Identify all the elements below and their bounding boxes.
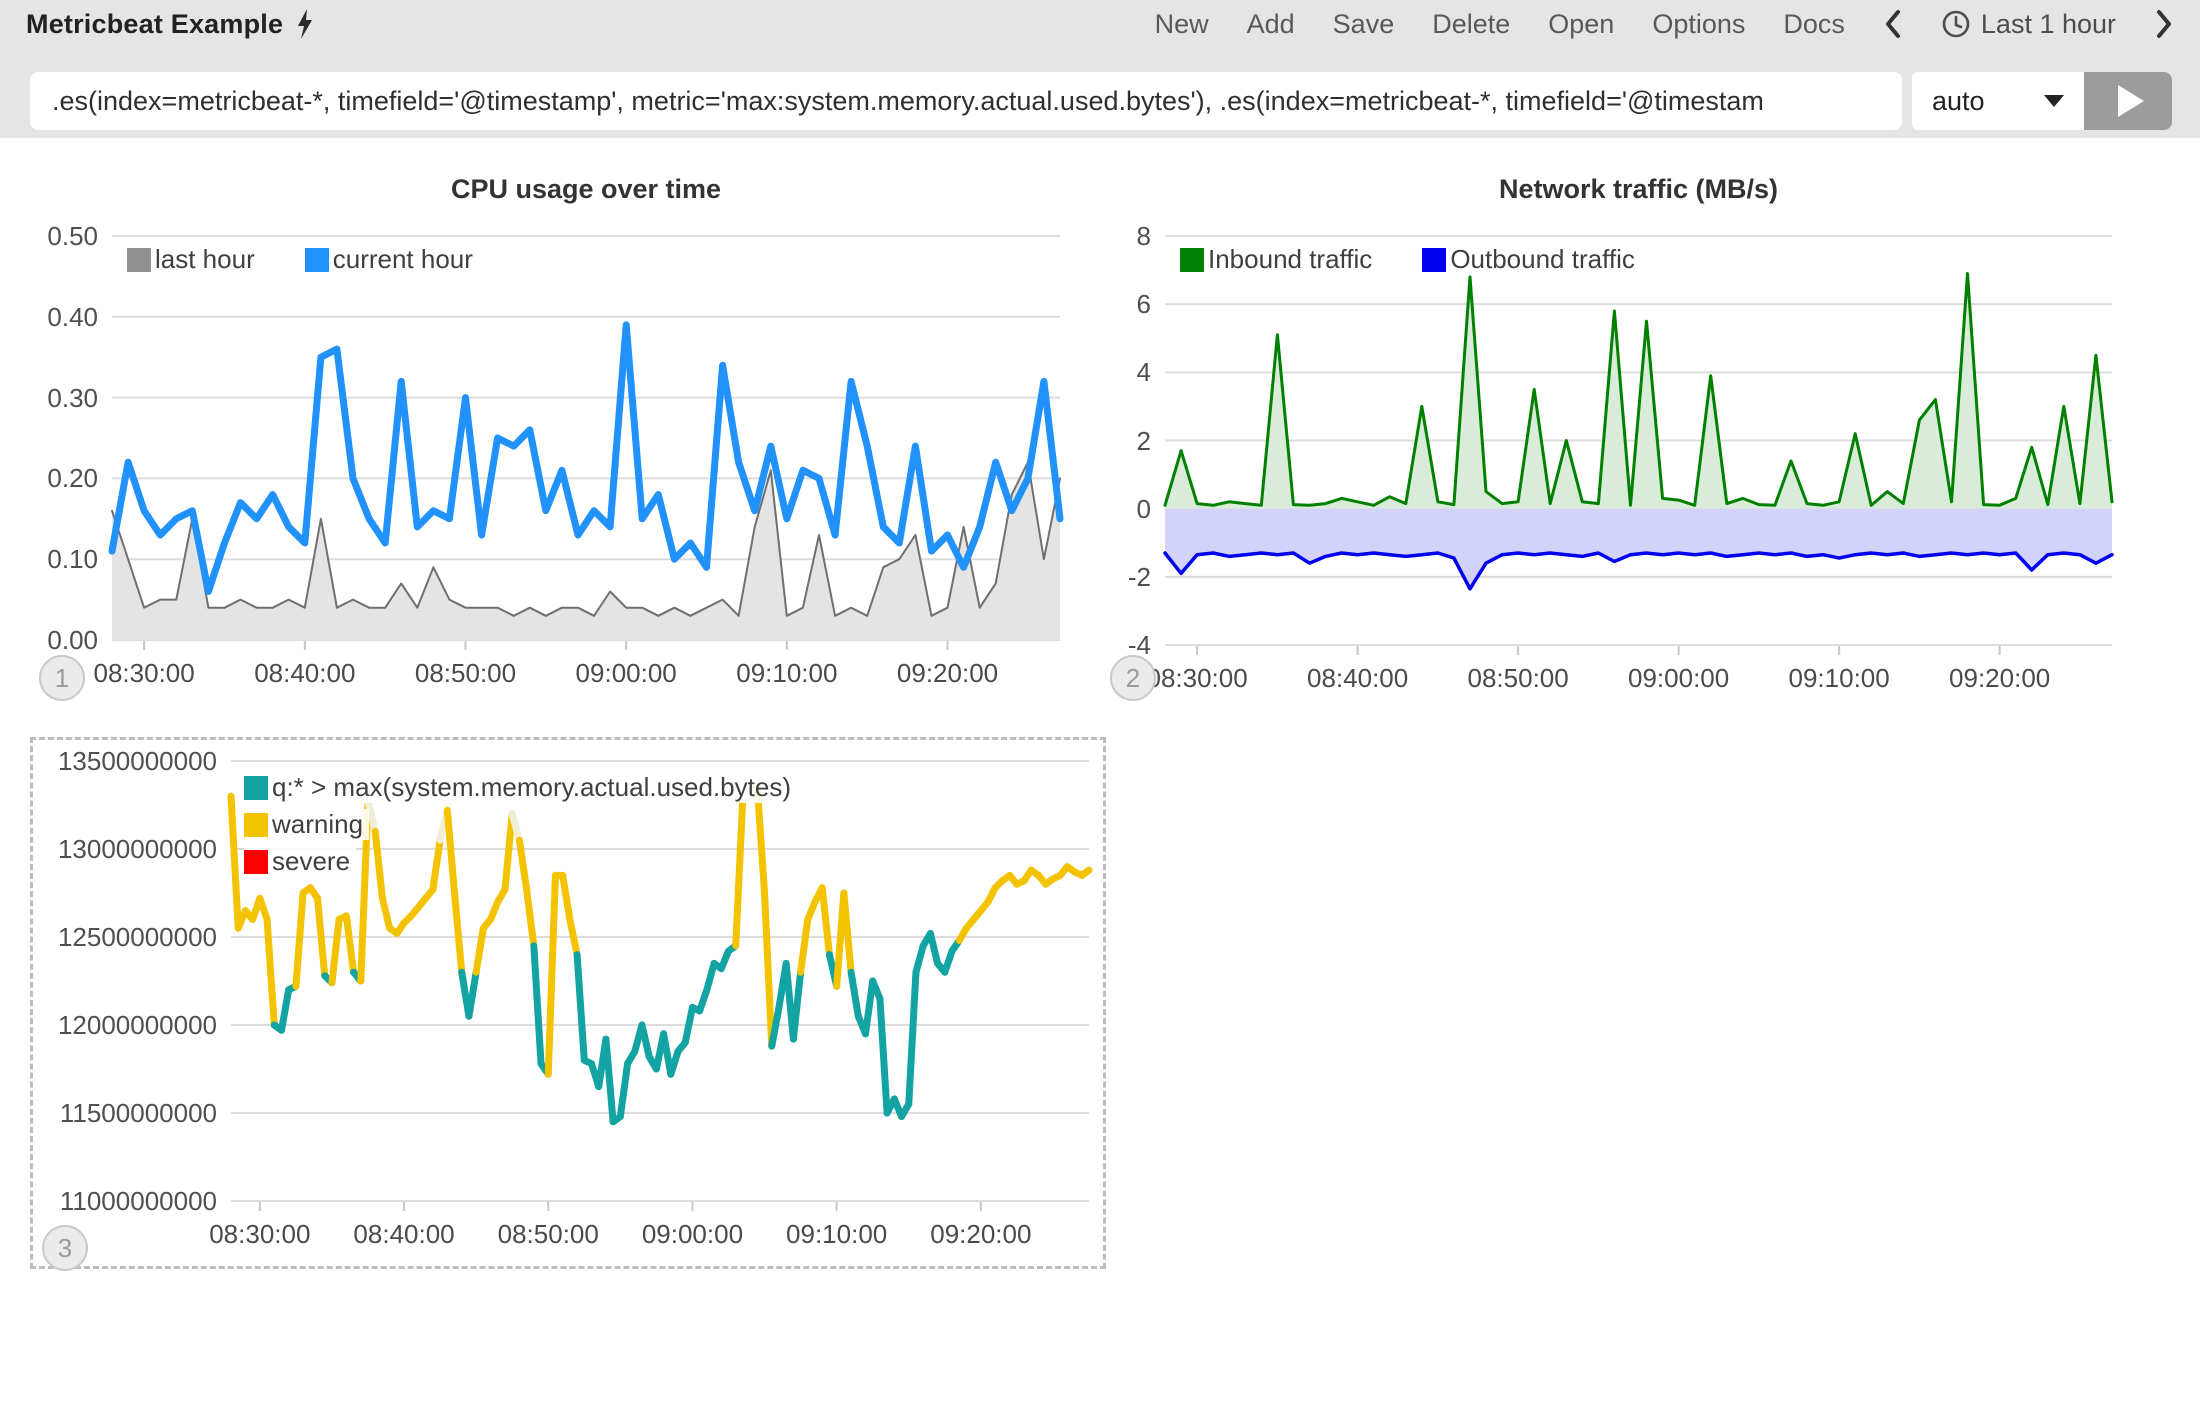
legend-item: severe	[244, 846, 357, 877]
chart-title: CPU usage over time	[450, 174, 722, 204]
legend-label: warning	[272, 809, 364, 839]
y-axis-label: 0.00	[47, 625, 98, 655]
y-axis-label: 13000000000	[57, 834, 217, 864]
chevron-right-icon	[2154, 8, 2174, 40]
legend-item: warning	[244, 809, 370, 840]
cpu-usage-chart[interactable]: 0.50 0.40 0.30 0.20 0.10 0.00 08:30:00 08:40:00…	[30, 148, 1082, 712]
x-axis-label: 08:30:00	[1146, 663, 1248, 693]
legend-label: last hour	[155, 244, 255, 274]
time-prev-button[interactable]	[1883, 8, 1903, 40]
legend-swatch	[1180, 247, 1204, 272]
y-axis-label: 0	[1136, 493, 1151, 524]
legend-label: Inbound traffic	[1208, 244, 1373, 274]
chart-plot	[1163, 235, 2114, 655]
x-axis-label: 09:10:00	[1788, 663, 1890, 693]
menu-item-delete[interactable]: Delete	[1432, 8, 1511, 39]
legend-swatch	[244, 775, 268, 800]
x-axis-label: 09:20:00	[930, 1219, 1032, 1249]
x-axis-label: 08:40:00	[1307, 663, 1409, 693]
x-axis-label: 09:10:00	[736, 658, 838, 688]
x-axis-label: 09:00:00	[575, 658, 677, 688]
clock-icon	[1941, 9, 1971, 39]
x-axis-label: 08:30:00	[93, 658, 195, 688]
legend-swatch	[127, 247, 151, 272]
chart-legend: last hour current hour	[127, 244, 479, 275]
x-axis-label: 09:00:00	[641, 1219, 744, 1249]
y-axis-label: 12000000000	[57, 1010, 217, 1040]
legend-swatch	[304, 247, 329, 272]
legend-swatch	[244, 849, 268, 874]
legend-item: q:* > max(system.memory.actual.used.byte…	[244, 772, 797, 803]
chart-legend: q:* > max(system.memory.actual.used.byte…	[244, 772, 797, 883]
y-axis-label: -2	[1127, 561, 1151, 592]
x-axis-label: 09:20:00	[1949, 663, 2051, 693]
chart-number-badge: 1	[39, 655, 85, 701]
x-axis-label: 09:10:00	[786, 1219, 888, 1249]
query-bar: auto	[30, 72, 2172, 130]
legend-label: current hour	[332, 244, 473, 274]
y-axis-label: 0.40	[47, 301, 98, 332]
chart-plot	[108, 235, 1064, 650]
y-axis-label: 13500000000	[57, 746, 217, 776]
legend-swatch	[244, 812, 268, 837]
y-axis-label: 8	[1136, 221, 1151, 251]
toolbar-menu: New Add Save Delete Open Options Docs La…	[1155, 8, 2174, 40]
menu-item-new[interactable]: New	[1154, 8, 1209, 39]
y-axis-label: 4	[1136, 357, 1151, 388]
y-axis-label: 11500000000	[59, 1098, 217, 1128]
x-axis-label: 08:50:00	[414, 658, 517, 688]
x-axis-label: 08:40:00	[353, 1219, 455, 1249]
y-axis-label: 0.30	[47, 382, 98, 413]
chart-legend: Inbound traffic Outbound traffic	[1180, 244, 1641, 275]
x-axis-label: 08:50:00	[497, 1219, 599, 1249]
chart-title: Network traffic (MB/s)	[1498, 174, 1779, 204]
x-axis-label: 08:50:00	[1467, 663, 1569, 693]
chart-number-badge: 2	[1110, 655, 1156, 701]
caret-down-icon	[2044, 95, 2064, 107]
menu-item-add[interactable]: Add	[1246, 8, 1295, 39]
timelion-expression-input[interactable]	[30, 72, 1902, 130]
y-axis-label: 0.20	[47, 463, 98, 494]
y-axis-label: 0.50	[47, 221, 98, 251]
legend-label: severe	[272, 846, 351, 876]
dashboard-title: Metricbeat Example	[26, 8, 284, 39]
legend-label: Outbound traffic	[1450, 244, 1635, 274]
network-traffic-chart[interactable]: 8 6 4 2 0 -2 -4 08:30:00 08:40:00 08:50:00 09:00:0…	[1100, 148, 2172, 712]
y-axis-label: 2	[1136, 425, 1151, 456]
chevron-left-icon	[1883, 8, 1903, 40]
memory-usage-chart[interactable]: 13500000000 13000000000 12500000000 1200000…	[30, 737, 1106, 1271]
x-axis-label: 08:40:00	[254, 658, 356, 688]
y-axis-label: 6	[1136, 289, 1151, 320]
page-title: Metricbeat Example	[26, 9, 315, 40]
time-picker-button[interactable]: Last 1 hour	[1941, 9, 2116, 40]
chart-plot	[227, 760, 1093, 1211]
menu-item-save[interactable]: Save	[1332, 8, 1395, 39]
time-next-button[interactable]	[2154, 8, 2174, 40]
legend-item: current hour	[304, 244, 479, 275]
time-picker-label: Last 1 hour	[1980, 8, 2116, 39]
lightning-bolt-icon	[295, 9, 315, 39]
interval-value: auto	[1932, 85, 1985, 116]
legend-swatch	[1422, 247, 1447, 272]
run-query-button[interactable]	[2084, 72, 2172, 130]
y-axis-label: -4	[1127, 630, 1151, 660]
menu-item-docs[interactable]: Docs	[1783, 8, 1845, 39]
y-axis-label: 11000000000	[59, 1186, 217, 1216]
play-icon	[2118, 85, 2144, 117]
toolbar-row: Metricbeat Example New Add Save Delete O…	[0, 0, 2200, 48]
legend-item: last hour	[127, 244, 261, 275]
toolbar: Metricbeat Example New Add Save Delete O…	[0, 0, 2200, 138]
legend-item: Outbound traffic	[1422, 244, 1641, 275]
legend-label: q:* > max(system.memory.actual.used.byte…	[272, 772, 791, 802]
menu-item-options[interactable]: Options	[1652, 8, 1746, 39]
x-axis-label: 09:00:00	[1628, 663, 1730, 693]
x-axis-label: 09:20:00	[896, 658, 999, 688]
legend-item: Inbound traffic	[1180, 244, 1379, 275]
interval-select[interactable]: auto	[1912, 72, 2084, 130]
y-axis-label: 0.10	[47, 544, 98, 575]
menu-item-open[interactable]: Open	[1548, 8, 1615, 39]
y-axis-label: 12500000000	[57, 922, 217, 952]
x-axis-label: 08:30:00	[209, 1219, 311, 1249]
chart-number-badge: 3	[42, 1225, 88, 1271]
